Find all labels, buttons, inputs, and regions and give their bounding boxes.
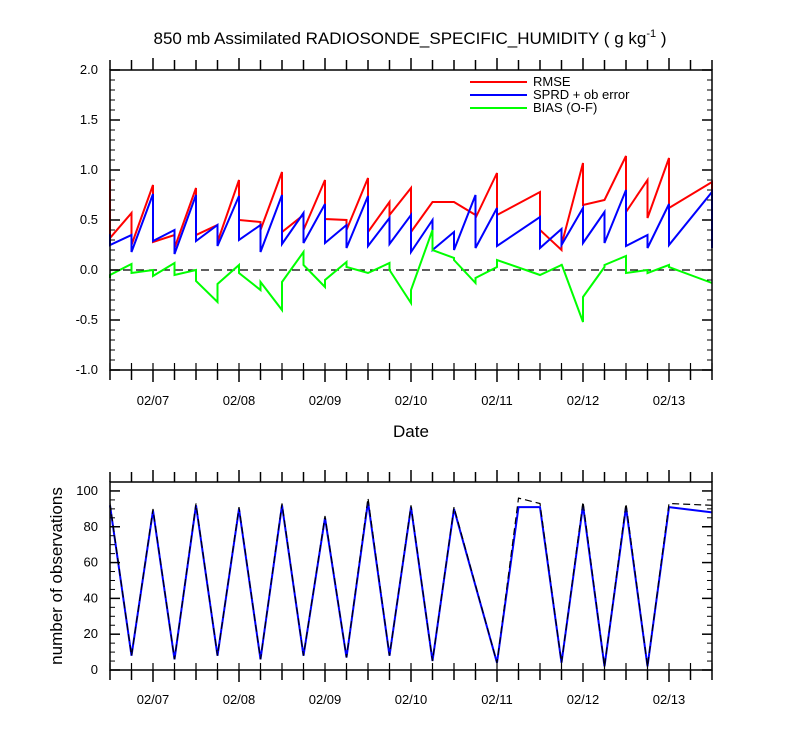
x-tick-label: 02/09	[309, 692, 342, 707]
x-tick-label: 02/12	[567, 692, 600, 707]
series-line-sprd-ob-error	[109, 189, 713, 256]
legend-label: SPRD + ob error	[533, 87, 630, 102]
y-tick-label: -0.5	[76, 312, 98, 327]
bottom-plot-area	[109, 497, 713, 667]
series-line-bias-o-f-	[109, 229, 713, 323]
legend-label: BIAS (O-F)	[533, 100, 597, 115]
y-tick-label: 80	[84, 519, 98, 534]
y-tick-label: 20	[84, 626, 98, 641]
x-tick-label: 02/13	[653, 692, 686, 707]
x-tick-label: 02/09	[309, 393, 342, 408]
x-tick-label: 02/13	[653, 393, 686, 408]
chart-title-main: 850 mb Assimilated RADIOSONDE_SPECIFIC_H…	[154, 29, 647, 48]
x-tick-label: 02/08	[223, 393, 256, 408]
series-line-used	[109, 501, 713, 667]
y-tick-label: 2.0	[80, 62, 98, 77]
x-tick-label: 02/11	[481, 393, 513, 408]
top-plot-area	[109, 155, 713, 323]
legend-label: RMSE	[533, 74, 571, 89]
bottom-y-axis-title: number of observations	[47, 487, 66, 665]
y-tick-label: 100	[76, 483, 98, 498]
x-tick-label: 02/12	[567, 393, 600, 408]
y-tick-label: -1.0	[76, 362, 98, 377]
y-tick-label: 40	[84, 590, 98, 605]
bottom-panel: 0 20 40 60 80 100 02/07 02/08 02/09 02/10 02/11 02/…	[47, 470, 713, 707]
y-tick-label: 60	[84, 555, 98, 570]
chart-title: 850 mb Assimilated RADIOSONDE_SPECIFIC_H…	[154, 28, 667, 48]
x-tick-label: 02/10	[395, 393, 428, 408]
x-tick-label: 02/08	[223, 692, 256, 707]
y-tick-label: 1.0	[80, 162, 98, 177]
chart-title-end: )	[656, 29, 666, 48]
y-tick-label: 0.0	[80, 262, 98, 277]
y-tick-label: 0	[91, 662, 98, 677]
x-tick-label: 02/07	[137, 692, 170, 707]
y-tick-label: 1.5	[80, 112, 98, 127]
series-line-total	[109, 497, 713, 667]
top-ticks: -1.0 -0.5 0.0 0.5 1.0 1.5 2.0 02/07 02/08 02/09 02…	[76, 58, 713, 408]
y-tick-label: 0.5	[80, 212, 98, 227]
x-tick-label: 02/07	[137, 393, 170, 408]
x-tick-label: 02/10	[395, 692, 428, 707]
x-tick-label: 02/11	[481, 692, 513, 707]
chart-title-superscript: -1	[646, 28, 656, 40]
bottom-ticks: 0 20 40 60 80 100 02/07 02/08 02/09 02/10 02/11 02/…	[76, 470, 713, 707]
top-panel: -1.0 -0.5 0.0 0.5 1.0 1.5 2.0 02/07 02/08 02/09 02…	[76, 58, 713, 441]
top-x-axis-title: Date	[393, 422, 429, 441]
